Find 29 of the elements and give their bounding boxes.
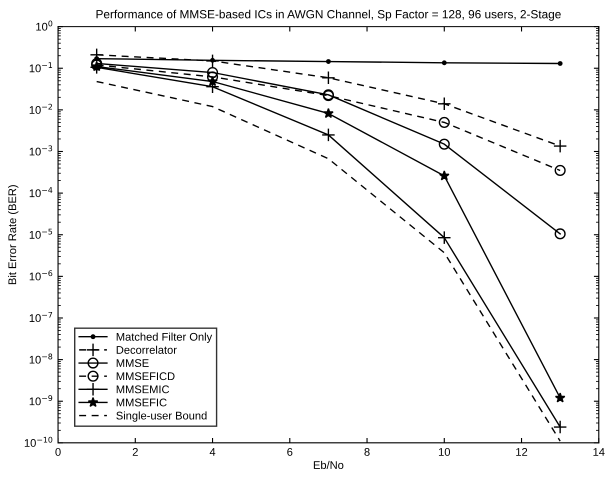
y-tick-label: 10$^{−2}$ (30, 104, 52, 114)
y-tick-label: 10$^{−8}$ (30, 354, 52, 364)
y-tick-label: 10$^{−3}$ (30, 145, 52, 156)
x-tick-label: 4 (210, 448, 216, 456)
y-tick-label: 10$^{0}$ (36, 20, 52, 31)
x-tick-label: 2 (132, 448, 138, 456)
y-tick-label: 10$^{−7}$ (30, 312, 52, 322)
x-axis-title: Eb/No (314, 460, 344, 470)
x-tick-label: 10 (438, 448, 450, 456)
x-tick-label: 14 (593, 448, 605, 456)
legend-label: MMSEFIC (116, 398, 167, 406)
legend-label: Matched Filter Only (116, 332, 212, 343)
x-tick-label: 6 (287, 448, 292, 456)
x-tick-label: 8 (364, 448, 370, 456)
legend-label: MMSEMIC (116, 385, 170, 394)
y-tick-label: 10$^{−1}$ (30, 62, 52, 72)
x-tick-label: 0 (55, 448, 61, 456)
y-tick-label: 10$^{−5}$ (30, 228, 52, 239)
legend-label: MMSEFICD (116, 372, 175, 380)
y-tick-label: 10$^{−6}$ (30, 270, 52, 280)
legend-label: MMSE (116, 359, 149, 368)
chart-title: Performance of MMSE-based ICs in AWGN Channel, Sp Factor = 128, 96 users, 2-Stage (96, 10, 561, 21)
y-tick-label: 10$^{−4}$ (30, 187, 52, 198)
x-tick-label: 12 (516, 448, 528, 456)
legend-label: Decorrelator (116, 346, 177, 354)
y-tick-label: 10$^{−9}$ (30, 395, 52, 406)
legend-label: Single-user Bound (116, 411, 207, 422)
y-tick-label: 10$^{−10}$ (24, 436, 52, 447)
y-axis-title: Bit Error Rate (BER) (8, 185, 18, 284)
